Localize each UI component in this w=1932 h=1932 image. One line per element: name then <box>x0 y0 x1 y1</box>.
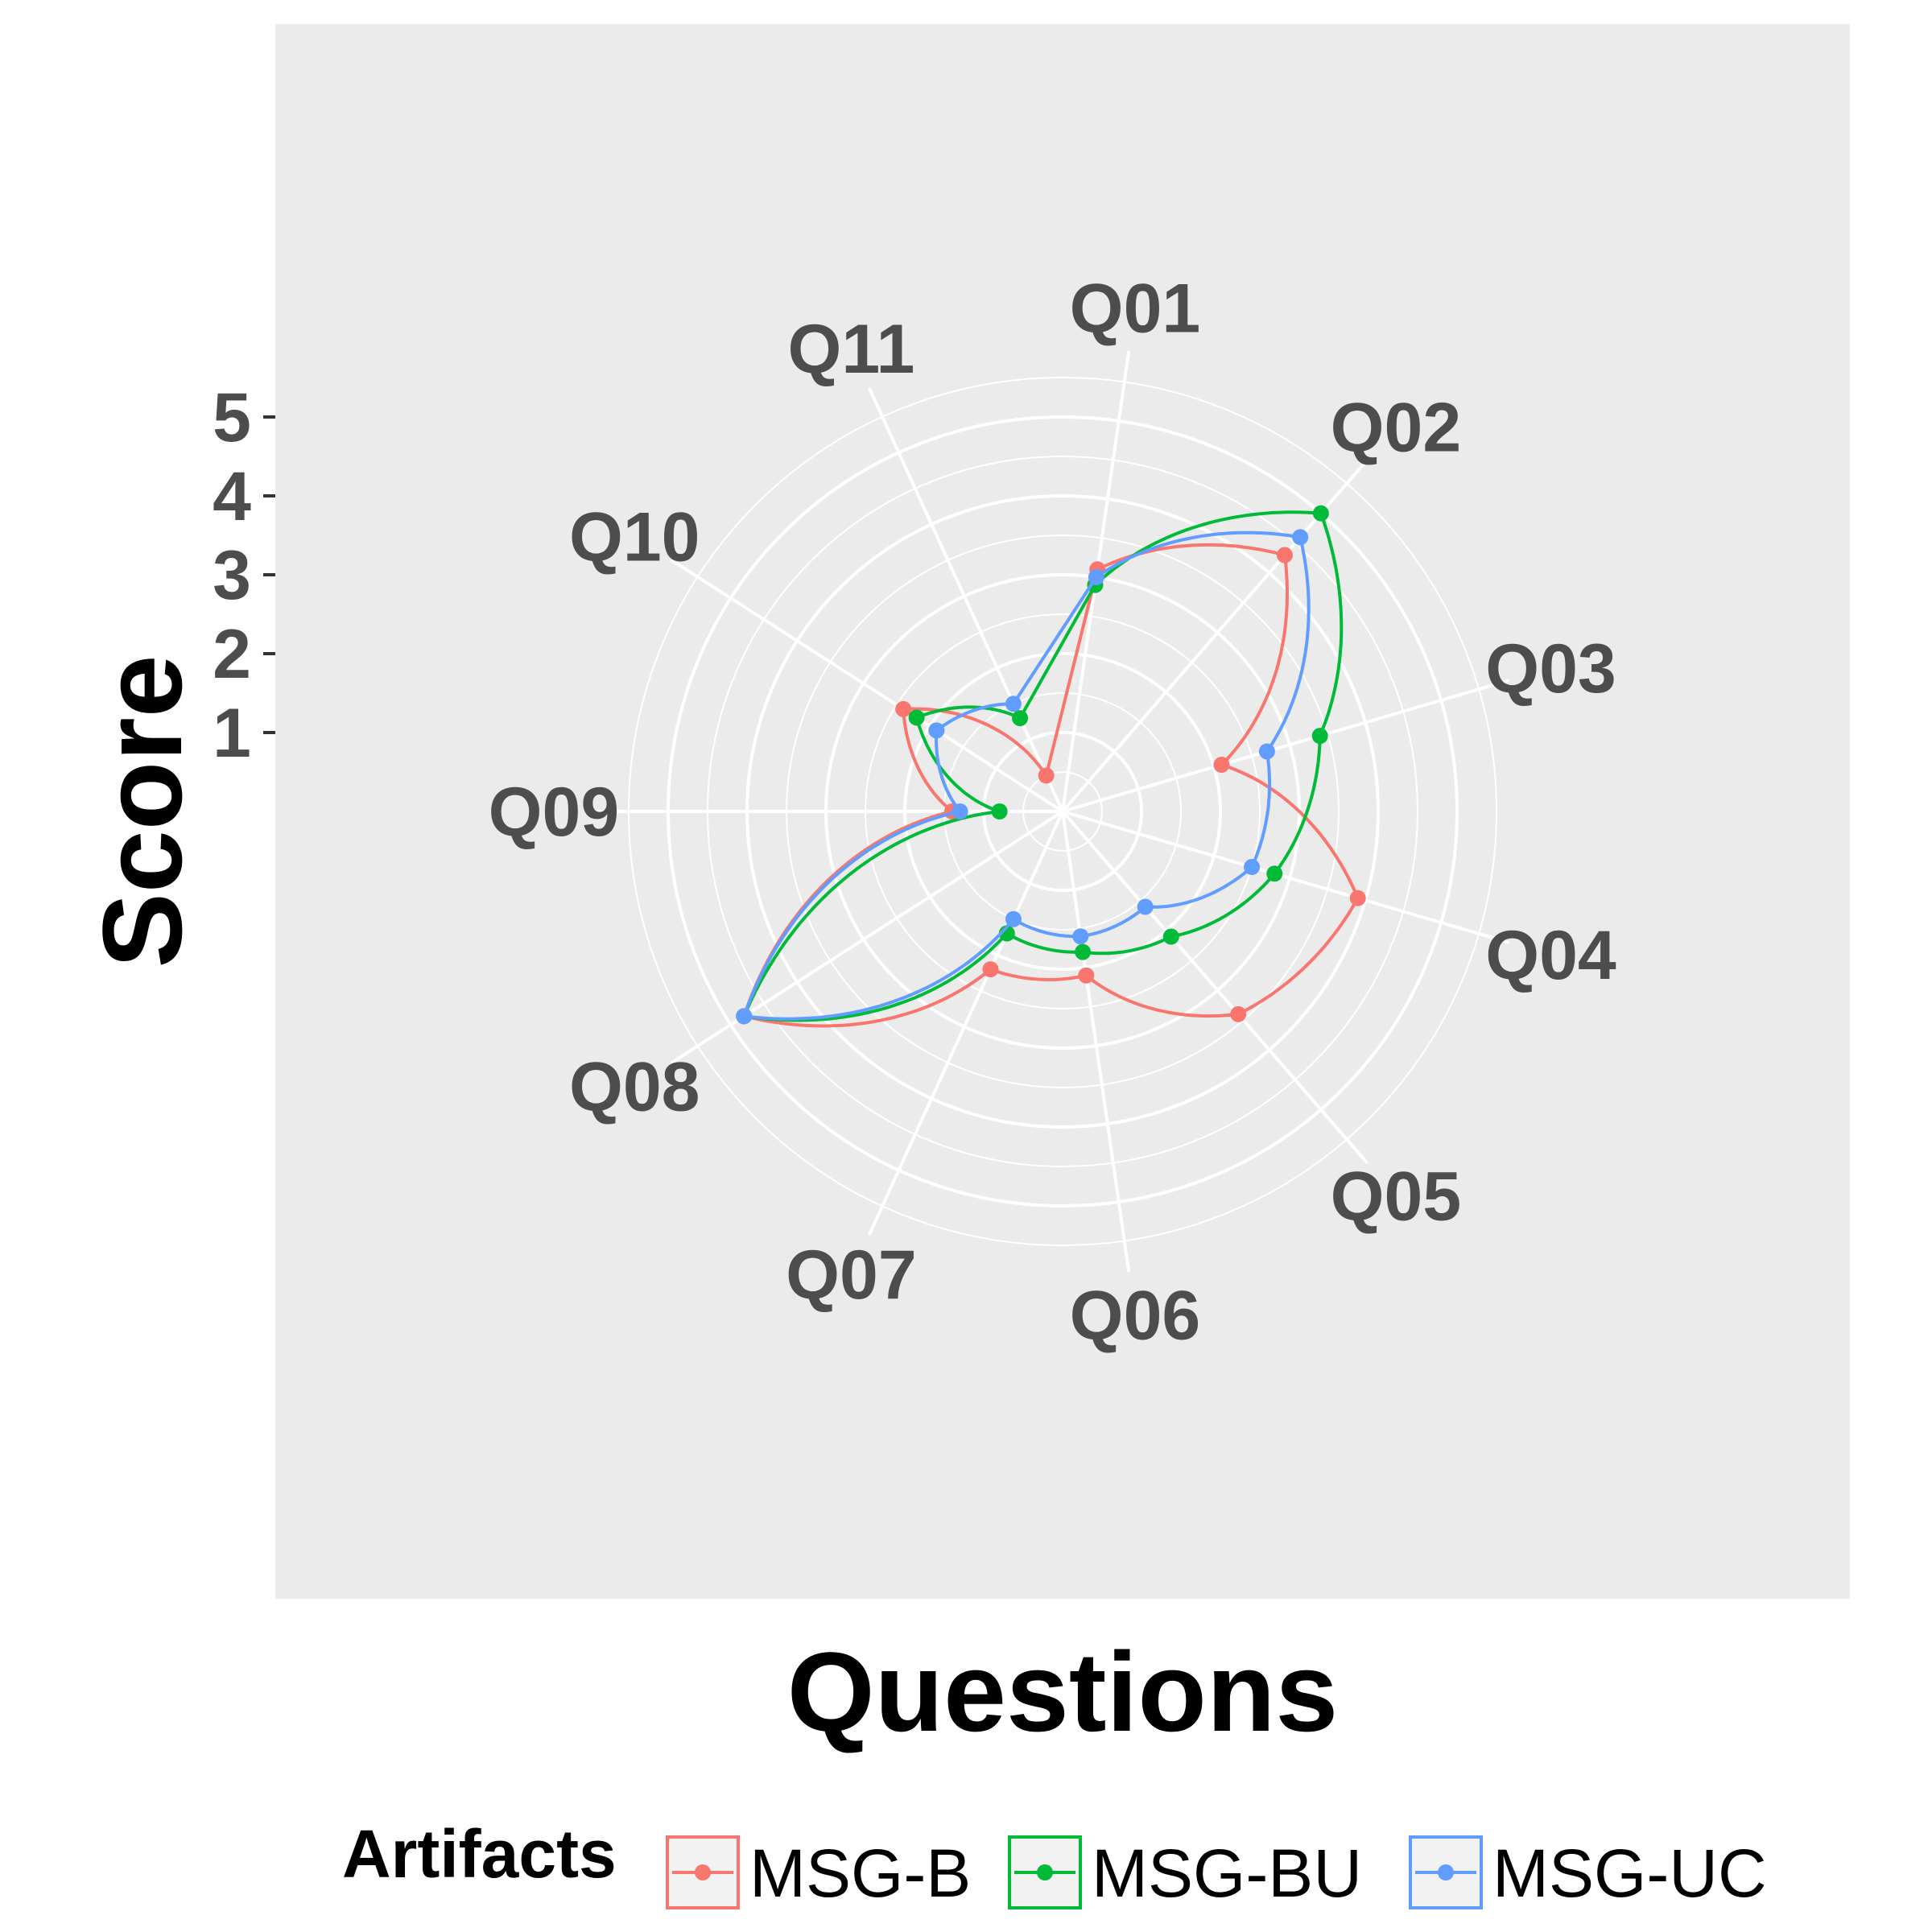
data-point <box>1162 928 1179 945</box>
spoke-line <box>867 811 1064 1236</box>
category-label: Q08 <box>569 1049 700 1126</box>
data-point <box>1312 505 1329 522</box>
category-label: Q03 <box>1485 630 1616 708</box>
spoke-line <box>1062 810 1510 944</box>
y-tick-label: 2 <box>213 616 251 693</box>
legend-title: Artifacts <box>342 1816 617 1892</box>
y-tick-label: 1 <box>213 695 251 772</box>
category-label: Q01 <box>1070 270 1201 347</box>
y-tick-label: 5 <box>213 379 251 456</box>
data-point <box>1244 859 1261 876</box>
y-axis-title: Score <box>79 654 205 968</box>
data-point <box>1012 710 1029 727</box>
category-label: Q07 <box>786 1236 917 1314</box>
category-label: Q04 <box>1485 917 1616 994</box>
data-point <box>1311 728 1328 745</box>
spoke-line <box>670 558 1064 813</box>
spoke-line <box>670 810 1064 1065</box>
legend-key-point <box>1037 1864 1053 1880</box>
data-point <box>895 700 912 717</box>
legend-item-msg-b: MSG-B <box>666 1835 971 1911</box>
y-tick-label: 4 <box>213 458 251 535</box>
data-point <box>982 961 999 978</box>
data-point <box>1230 1005 1247 1022</box>
data-point <box>952 803 968 819</box>
data-point <box>1137 898 1154 915</box>
data-point <box>1276 547 1293 564</box>
data-point <box>1088 568 1104 585</box>
category-label: Q02 <box>1331 389 1462 466</box>
series-msg-uc <box>736 529 1311 1025</box>
data-point <box>1266 865 1283 882</box>
category-label: Q05 <box>1331 1158 1462 1236</box>
category-labels: Q01 Q02 Q03 Q04 Q05 Q06 Q07 Q08 Q09 Q10 Q11 <box>489 270 1616 1354</box>
legend-item-msg-bu: MSG-BU <box>1008 1835 1362 1911</box>
data-point <box>1213 757 1230 774</box>
data-point <box>991 803 1008 819</box>
data-point <box>736 1008 753 1025</box>
data-point <box>908 709 925 726</box>
category-label: Q06 <box>1070 1278 1201 1355</box>
data-point <box>1072 928 1089 945</box>
spoke-line <box>1061 810 1369 1165</box>
data-point <box>1078 967 1095 984</box>
legend-key-point <box>1438 1864 1454 1880</box>
data-point <box>1075 943 1092 960</box>
data-point <box>1005 910 1022 927</box>
y-tick-label: 3 <box>213 537 251 614</box>
legend: Artifacts MSG-B MSG-BU MSG-UC <box>342 1816 1767 1911</box>
category-label: Q11 <box>788 311 915 388</box>
category-label: Q10 <box>569 498 700 576</box>
legend-label: MSG-BU <box>1092 1835 1362 1911</box>
legend-label: MSG-UC <box>1492 1835 1767 1911</box>
category-label: Q09 <box>489 774 620 851</box>
data-point <box>1005 696 1022 712</box>
legend-key-point <box>695 1864 711 1880</box>
series-msg-b <box>736 543 1366 1028</box>
legend-label: MSG-B <box>749 1835 971 1911</box>
data-point <box>1349 890 1366 906</box>
spoke-line <box>867 387 1064 812</box>
legend-item-msg-uc: MSG-UC <box>1409 1835 1767 1911</box>
data-point <box>1258 743 1275 760</box>
spoke-line <box>1061 811 1131 1273</box>
data-point <box>1038 767 1055 784</box>
x-axis-title: Questions <box>787 1629 1339 1755</box>
series-layer <box>736 505 1366 1028</box>
data-point <box>1292 529 1309 546</box>
spoke-line <box>1062 679 1510 813</box>
data-point <box>928 722 945 739</box>
